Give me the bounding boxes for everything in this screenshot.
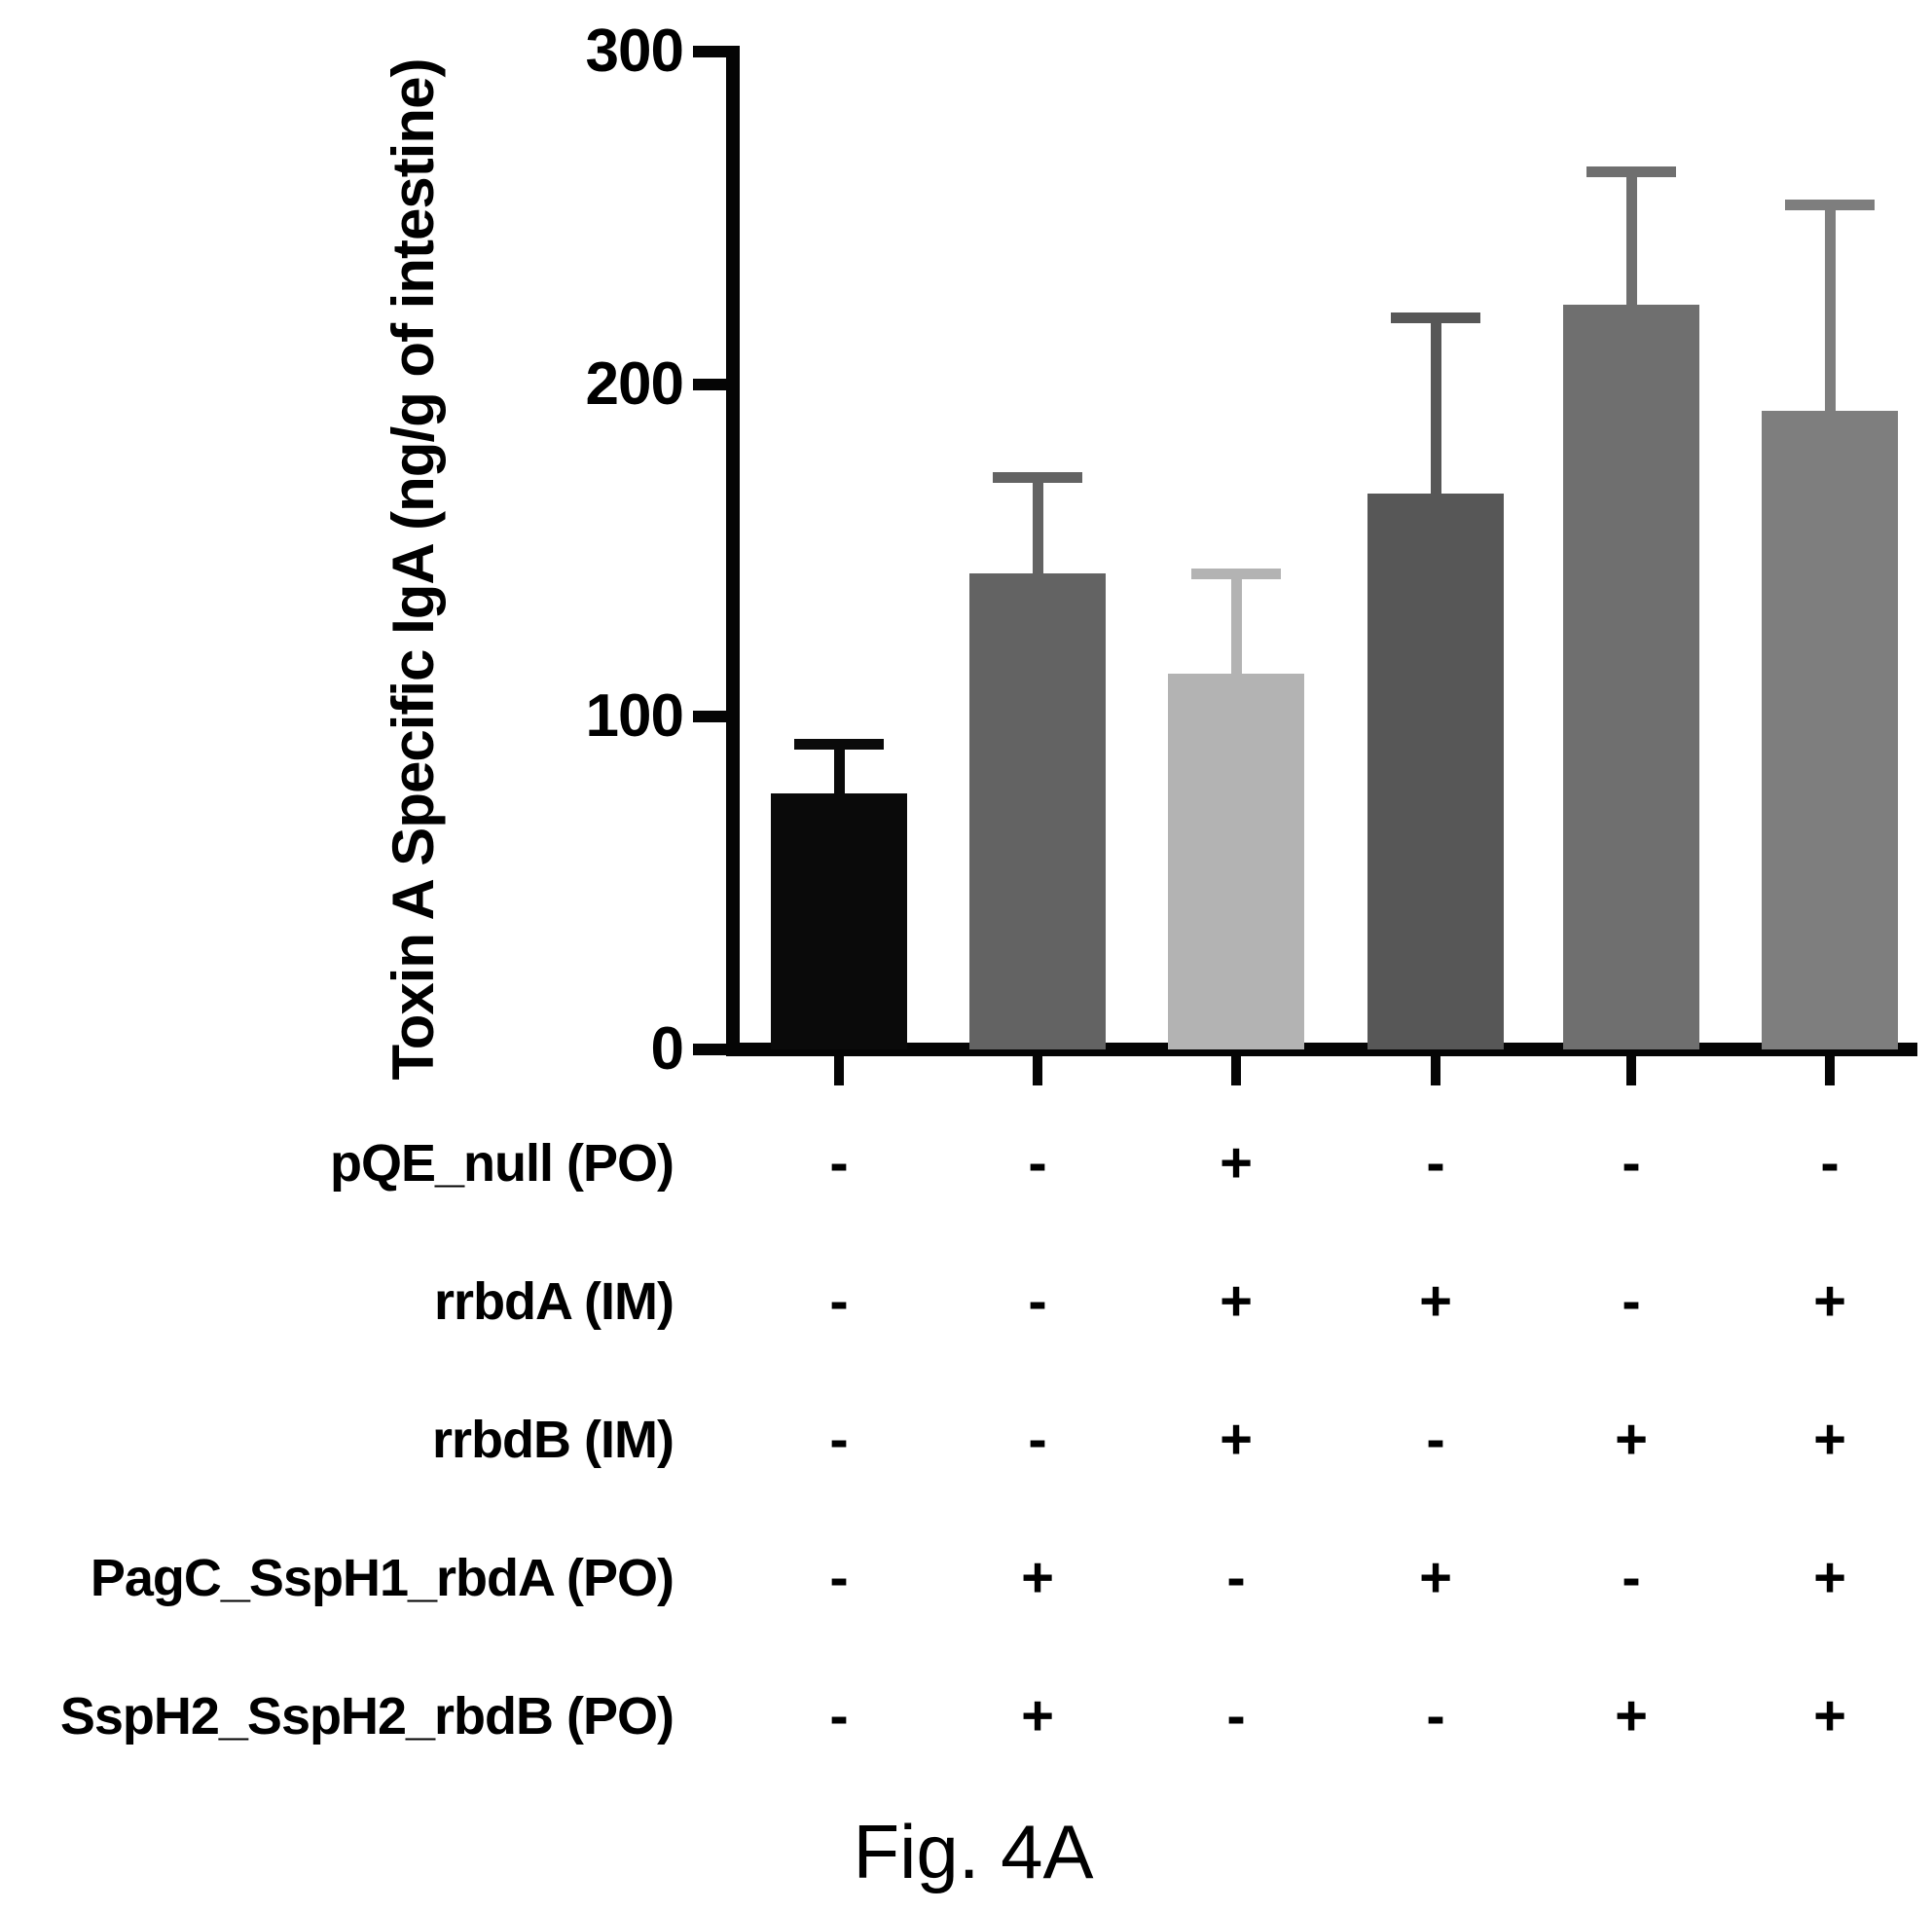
plus-sign: + (1220, 1269, 1253, 1333)
treatment-row-label: pQE_null (PO) (329, 1134, 674, 1193)
error-bar-cap (1391, 312, 1480, 324)
y-tick-label: 300 (585, 18, 684, 85)
error-bar-cap (993, 472, 1082, 484)
x-axis-tick (1626, 1056, 1636, 1085)
minus-sign: - (829, 1408, 849, 1471)
bar (1367, 494, 1504, 1049)
y-axis-tick (693, 711, 740, 723)
minus-sign: - (1622, 1131, 1641, 1194)
minus-sign: - (829, 1269, 849, 1333)
y-axis-title: Toxin A Specific IgA (ng/g of intestine) (381, 58, 446, 1081)
treatment-row-label: SspH2_SspH2_rbdB (PO) (59, 1687, 674, 1746)
error-bar-stem (1032, 477, 1043, 582)
plus-sign: + (1813, 1546, 1846, 1609)
plus-sign: + (1419, 1269, 1452, 1333)
error-bar-stem (1430, 317, 1441, 502)
minus-sign: - (1028, 1269, 1047, 1333)
plus-sign: + (1813, 1408, 1846, 1471)
minus-sign: - (829, 1684, 849, 1747)
error-bar-stem (1625, 171, 1637, 312)
plus-sign: + (1220, 1131, 1253, 1194)
x-axis-tick (1033, 1056, 1042, 1085)
minus-sign: - (1226, 1684, 1246, 1747)
bar (1762, 411, 1898, 1049)
plus-sign: + (1813, 1684, 1846, 1747)
minus-sign: - (1426, 1408, 1445, 1471)
y-axis-line (726, 46, 740, 1056)
minus-sign: - (1622, 1269, 1641, 1333)
plus-sign: + (1021, 1546, 1054, 1609)
y-axis-tick (693, 46, 740, 57)
minus-sign: - (829, 1131, 849, 1194)
plus-sign: + (1615, 1684, 1648, 1747)
plus-sign: + (1615, 1408, 1648, 1471)
bar (1563, 304, 1699, 1049)
figure-caption: Fig. 4A (853, 1809, 1094, 1894)
plus-sign: + (1419, 1546, 1452, 1609)
x-axis-tick (1431, 1056, 1440, 1085)
minus-sign: - (1426, 1131, 1445, 1194)
error-bar-stem (833, 743, 845, 801)
minus-sign: - (1028, 1131, 1047, 1194)
treatment-row-label: PagC_SspH1_rbdA (PO) (90, 1549, 674, 1607)
error-bar-stem (1230, 573, 1242, 681)
y-tick-label: 0 (650, 1015, 684, 1083)
plus-sign: + (1021, 1684, 1054, 1747)
bar (1168, 673, 1304, 1049)
minus-sign: - (1028, 1408, 1047, 1471)
minus-sign: - (1226, 1546, 1246, 1609)
y-axis-tick (693, 1044, 740, 1055)
error-bar-cap (794, 738, 884, 750)
x-axis-tick (1231, 1056, 1241, 1085)
plus-sign: + (1813, 1269, 1846, 1333)
error-bar-cap (1191, 569, 1281, 580)
minus-sign: - (1820, 1131, 1840, 1194)
error-bar-stem (1824, 204, 1836, 419)
minus-sign: - (1426, 1684, 1445, 1747)
y-tick-label: 200 (585, 349, 684, 418)
minus-sign: - (829, 1546, 849, 1609)
bar (771, 792, 907, 1049)
bar (969, 573, 1106, 1049)
y-tick-label: 100 (585, 682, 684, 751)
x-axis-tick (834, 1056, 844, 1085)
treatment-row-label: rrbdB (IM) (432, 1411, 674, 1469)
treatment-row-label: rrbdA (IM) (434, 1272, 674, 1331)
plus-sign: + (1220, 1408, 1253, 1471)
error-bar-cap (1785, 200, 1875, 211)
x-axis-tick (1825, 1056, 1835, 1085)
y-axis-tick (693, 378, 740, 390)
minus-sign: - (1622, 1546, 1641, 1609)
error-bar-cap (1586, 166, 1676, 177)
